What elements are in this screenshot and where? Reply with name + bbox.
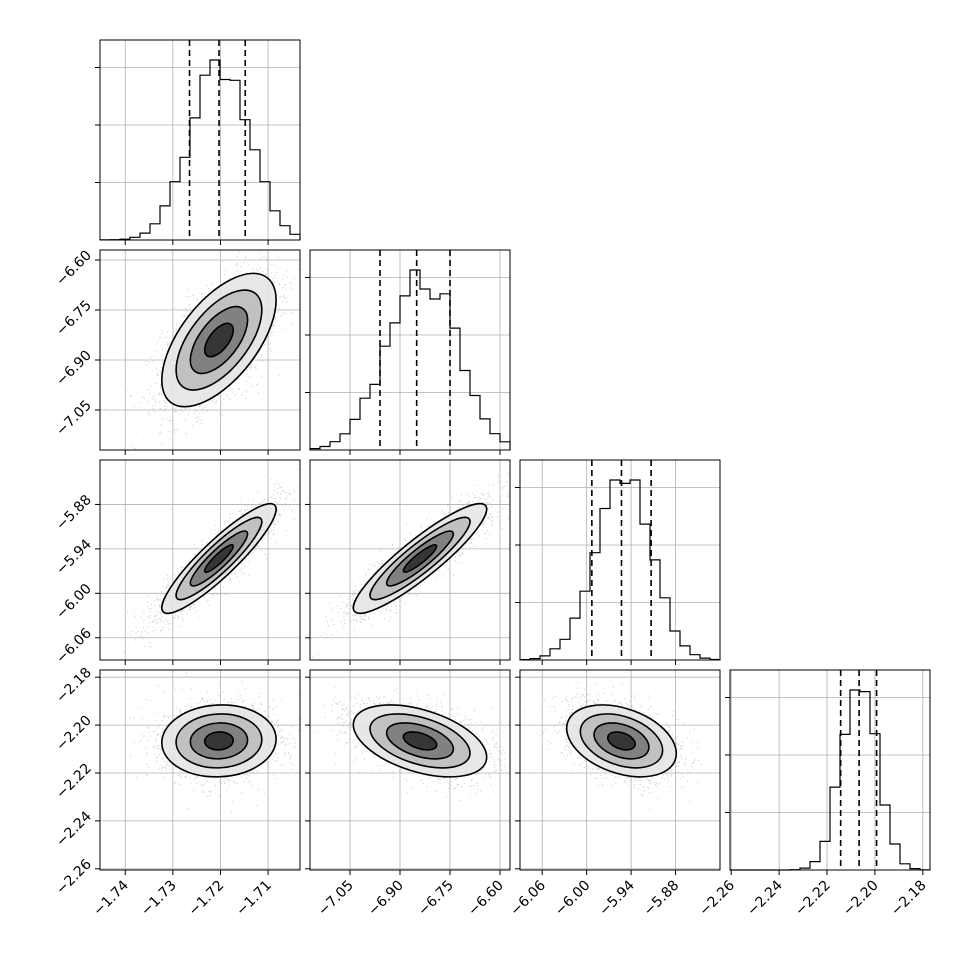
x-tick-label: −1.72 <box>186 878 228 920</box>
contours <box>161 272 277 408</box>
contour-line <box>385 530 455 587</box>
panel-3-2 <box>519 669 721 871</box>
contour-line <box>203 322 235 358</box>
x-tick-label: −2.18 <box>888 878 930 920</box>
panel-frame <box>309 249 511 451</box>
y-tick-label: −7.05 <box>53 398 95 440</box>
x-tick-label: −1.74 <box>90 877 132 919</box>
y-tick-label: −2.22 <box>53 761 95 803</box>
x-tick-label: −6.00 <box>552 878 594 920</box>
x-tick-label: −6.06 <box>507 877 549 919</box>
contour-line <box>189 722 249 760</box>
density-fill <box>566 704 677 777</box>
contour-line <box>189 305 249 375</box>
density-fill <box>353 704 487 777</box>
histogram-1 <box>305 249 511 451</box>
x-tick-label: −6.90 <box>365 878 407 920</box>
y-tick-label: −2.24 <box>53 808 95 850</box>
x-tick-label: −2.24 <box>744 877 786 919</box>
contour-line <box>579 713 664 769</box>
grid <box>520 460 720 660</box>
y-tick-label: −2.26 <box>53 856 95 898</box>
panel-frame <box>99 669 301 871</box>
contour-line <box>402 543 438 573</box>
x-tick-label: −6.75 <box>415 878 457 920</box>
histogram-step <box>309 269 511 450</box>
panel-frame <box>309 669 511 871</box>
density-fill <box>161 273 277 407</box>
y-tick-label: −2.18 <box>53 665 95 707</box>
y-tick-label: −5.88 <box>53 492 95 534</box>
contour-line <box>161 502 277 615</box>
panel-frame <box>519 669 721 871</box>
contour-line <box>565 704 678 778</box>
contours <box>161 704 277 778</box>
contour-line <box>606 731 636 751</box>
contour-line <box>175 713 263 769</box>
panel-frame <box>99 249 301 451</box>
panel-1-0 <box>99 249 301 451</box>
panel-2-0 <box>99 459 301 661</box>
contour-line <box>175 516 263 601</box>
x-tick-label: −7.05 <box>315 878 357 920</box>
contours <box>352 502 488 615</box>
y-tick-label: −6.60 <box>53 248 95 290</box>
grid <box>730 670 930 870</box>
contours <box>161 502 277 615</box>
histogram-step <box>730 689 931 871</box>
y-tick-label: −6.75 <box>53 298 95 340</box>
panel-frame <box>99 459 301 661</box>
contour-line <box>385 722 455 760</box>
y-tick-label: −6.90 <box>53 348 95 390</box>
x-tick-label: −2.26 <box>696 877 738 919</box>
y-tick-label: −6.00 <box>53 581 95 623</box>
contour-line <box>352 502 488 615</box>
panel-2-1 <box>309 459 511 661</box>
histogram-step <box>519 479 721 661</box>
contour-line <box>402 731 438 751</box>
density-fill <box>353 503 487 614</box>
histogram-0 <box>95 39 301 241</box>
y-tick-label: −6.06 <box>53 625 95 667</box>
x-tick-label: −5.94 <box>596 877 638 919</box>
contour-line <box>203 731 235 751</box>
histogram-step <box>99 59 301 241</box>
panel-frame <box>519 459 721 661</box>
panel-frame <box>729 669 931 871</box>
x-tick-label: −2.20 <box>840 878 882 920</box>
contour-line <box>203 544 235 574</box>
contour-line <box>161 704 277 778</box>
panel-frame <box>99 39 301 241</box>
x-tick-label: −1.71 <box>233 878 275 920</box>
x-tick-label: −6.60 <box>465 878 507 920</box>
x-tick-label: −1.73 <box>138 878 180 920</box>
contour-line <box>175 289 263 391</box>
contour-line <box>593 722 650 760</box>
panel-3-0 <box>99 669 301 871</box>
contour-line <box>352 704 488 778</box>
panel-frame <box>309 459 511 661</box>
contour-line <box>189 530 249 587</box>
contour-line <box>369 516 471 601</box>
contour-line <box>161 272 277 408</box>
x-tick-label: −5.88 <box>641 878 683 920</box>
y-tick-label: −2.20 <box>53 713 95 755</box>
histogram-3 <box>725 669 931 871</box>
histogram-2 <box>515 459 721 661</box>
contours <box>565 704 678 778</box>
contours <box>352 704 488 778</box>
y-tick-label: −5.94 <box>53 536 95 578</box>
contour-line <box>369 713 471 769</box>
x-tick-label: −2.22 <box>792 878 834 920</box>
panel-3-1 <box>309 669 511 871</box>
